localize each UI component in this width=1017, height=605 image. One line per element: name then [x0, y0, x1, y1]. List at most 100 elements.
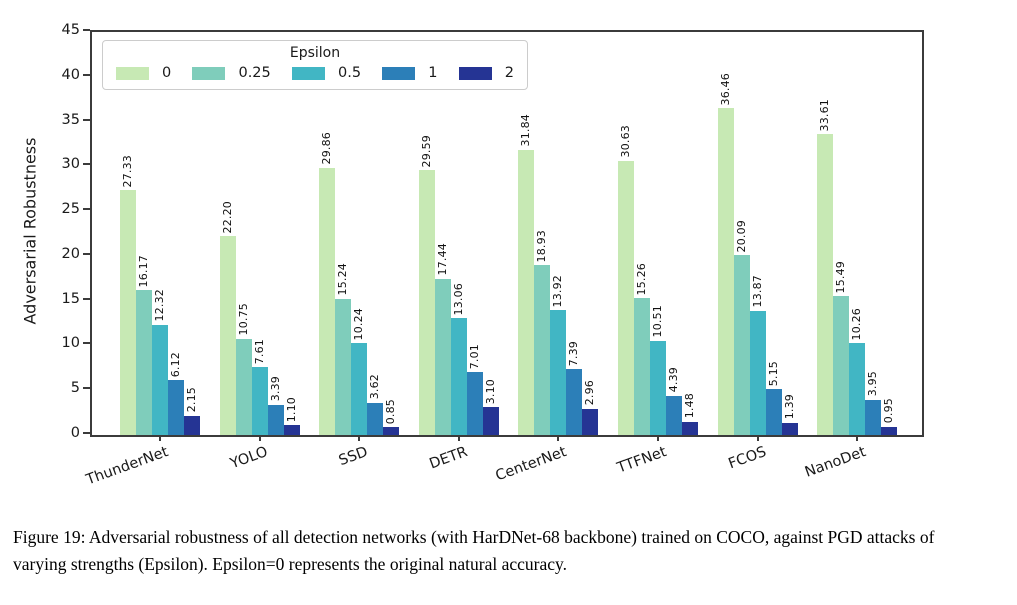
x-tick-label: NanoDet	[802, 444, 868, 481]
legend-item-eps-0.25: 0.25	[192, 65, 271, 81]
y-tick-mark	[83, 29, 90, 31]
legend-item-eps-0: 0	[116, 65, 171, 81]
bar-value-label: 0.85	[384, 399, 398, 425]
y-tick-label: 25	[61, 201, 80, 218]
bar-value-label: 0.95	[882, 398, 896, 424]
bar-eps-0	[418, 170, 435, 435]
bar-eps-0.25	[634, 298, 650, 435]
bar-value-label: 15.26	[635, 262, 648, 296]
x-tick-label: DETR	[426, 444, 470, 473]
legend-swatch	[382, 66, 416, 80]
bar-eps-1	[666, 395, 682, 435]
bar-eps-2	[283, 425, 300, 435]
bar-value-label: 13.87	[750, 275, 764, 308]
bar-eps-1	[566, 368, 583, 435]
x-tick-label: ThunderNet	[84, 444, 171, 489]
bar-eps-0.5	[251, 366, 268, 435]
bar-eps-2	[881, 426, 898, 435]
y-tick-mark	[83, 297, 90, 300]
bar-value-label: 12.32	[153, 289, 166, 322]
bar-value-label: 20.09	[734, 219, 748, 253]
x-tick-mark	[159, 435, 161, 441]
x-tick-mark	[756, 435, 759, 441]
bar-value-label: 30.63	[619, 125, 632, 158]
bar-eps-0.5	[351, 343, 368, 435]
x-tick-mark	[358, 435, 361, 441]
bar-value-label: 7.39	[567, 340, 581, 366]
bar-value-label: 31.84	[519, 114, 533, 147]
y-tick-label: 15	[61, 290, 80, 307]
bar-value-label: 17.44	[435, 243, 449, 276]
legend-label: 2	[504, 65, 514, 81]
x-tick-label: CenterNet	[493, 444, 569, 485]
y-tick-label: 40	[61, 66, 80, 83]
bar-eps-0.25	[335, 298, 352, 435]
bar-value-label: 29.86	[320, 132, 334, 165]
bar-value-label: 13.06	[451, 282, 465, 316]
bar-value-label: 10.26	[850, 307, 864, 341]
bar-eps-1	[765, 388, 782, 435]
bar-eps-0.25	[833, 296, 850, 435]
bar-value-label: 1.39	[782, 394, 796, 420]
legend: Epsilon 0 0.25 0.5 1 2	[102, 40, 528, 90]
bar-value-label: 4.39	[667, 367, 680, 393]
y-tick-mark	[83, 163, 90, 166]
bar-value-label: 1.10	[284, 396, 298, 423]
bar-eps-0.25	[733, 255, 750, 435]
bar-value-label: 33.61	[818, 98, 832, 132]
x-tick-mark	[856, 435, 859, 441]
y-tick-label: 10	[61, 335, 80, 352]
legend-items: 0 0.25 0.5 1 2	[103, 61, 527, 89]
bar-value-label: 36.46	[718, 72, 732, 106]
bar-value-label: 10.75	[236, 303, 250, 336]
bar-value-label: 6.12	[169, 351, 182, 378]
x-tick-label: TTFNet	[614, 444, 669, 477]
x-tick-mark	[457, 435, 460, 441]
y-tick-label: 5	[70, 380, 80, 397]
bar-value-label: 7.61	[252, 338, 266, 364]
y-tick-label: 20	[61, 245, 80, 262]
y-tick-mark	[83, 387, 90, 390]
bar-eps-0.5	[650, 340, 666, 435]
bar-eps-0	[817, 134, 834, 435]
legend-item-eps-2: 2	[458, 65, 514, 81]
legend-label: 0.25	[238, 65, 271, 81]
bar-value-label: 5.15	[766, 360, 780, 386]
bar-eps-1	[168, 380, 184, 435]
legend-item-eps-1: 1	[382, 65, 438, 81]
bar-eps-2	[582, 408, 599, 435]
y-tick-label: 35	[61, 111, 80, 128]
bar-eps-0	[518, 149, 535, 435]
bar-eps-0.25	[235, 338, 252, 435]
bar-eps-2	[482, 407, 499, 435]
bar-eps-2	[781, 422, 798, 435]
bar-value-label: 3.10	[483, 378, 497, 405]
y-tick-label: 0	[70, 425, 80, 441]
bar-eps-0.25	[534, 265, 551, 435]
bar-eps-0.25	[434, 278, 451, 435]
bar-value-label: 22.20	[220, 200, 234, 234]
legend-item-eps-0.5: 0.5	[292, 65, 361, 81]
bar-value-label: 18.93	[535, 229, 549, 263]
bar-eps-1	[367, 402, 384, 435]
plot-area: Epsilon 0 0.25 0.5 1 2 27.33 16.17 12.32 6.12 2.…	[84, 30, 924, 488]
y-tick-label: 30	[61, 156, 80, 173]
x-tick-mark	[657, 435, 659, 441]
legend-swatch	[292, 66, 325, 80]
bar-value-label: 3.95	[866, 371, 880, 397]
y-tick-mark	[83, 432, 90, 434]
bar-eps-0	[120, 190, 136, 435]
bar-value-label: 15.49	[834, 260, 848, 294]
legend-label: 0.5	[338, 65, 362, 81]
y-tick-mark	[83, 208, 90, 211]
y-tick-mark	[83, 342, 90, 345]
bar-value-label: 16.17	[137, 254, 150, 288]
bar-eps-2	[184, 415, 200, 435]
bar-eps-0.5	[550, 310, 567, 435]
bar-value-label: 29.59	[419, 134, 433, 168]
bar-eps-0	[219, 236, 236, 435]
bar-value-label: 1.48	[683, 393, 696, 419]
bar-eps-0.5	[450, 318, 467, 435]
legend-swatch	[192, 66, 226, 80]
